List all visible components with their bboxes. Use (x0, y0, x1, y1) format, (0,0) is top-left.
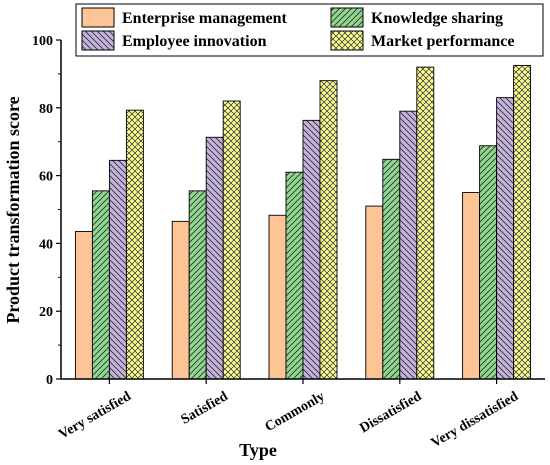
bar-market-performance-very-satisfied (125, 109, 144, 380)
legend-label: Enterprise management (122, 10, 288, 27)
x-tick-label-commonly: Commonly (263, 389, 328, 435)
bar-enterprise-management-very-satisfied (74, 231, 93, 380)
legend-label: Employee innovation (122, 33, 267, 50)
legend-item-employee-innovation: Employee innovation (81, 30, 267, 51)
y-ticks: 0 20 40 60 80 100 (32, 34, 61, 388)
bar-employee-innovation-very-dissatisfied (496, 97, 515, 380)
y-tick-label: 80 (39, 102, 53, 117)
legend-swatch (81, 7, 115, 28)
bar-employee-innovation-commonly (302, 119, 321, 380)
y-tick-label: 20 (39, 305, 53, 320)
legend-item-knowledge-sharing: Knowledge sharing (330, 7, 503, 28)
y-axis-title: Product transformation score (3, 96, 23, 323)
legend: Enterprise management Knowledge sharing Em… (75, 3, 544, 57)
bars-layer (74, 64, 532, 380)
legend-label: Market performance (371, 33, 515, 50)
legend-swatch (330, 30, 364, 51)
bar-market-performance-dissatisfied (416, 66, 435, 380)
x-tick-label-dissatisfied: Dissatisfied (357, 389, 424, 436)
legend-label: Knowledge sharing (371, 10, 503, 27)
bar-knowledge-sharing-very-dissatisfied (479, 145, 498, 380)
bar-enterprise-management-dissatisfied (365, 205, 384, 380)
x-axis-title: Type (239, 440, 277, 460)
legend-swatch (330, 7, 364, 28)
bar-market-performance-satisfied (222, 100, 241, 380)
legend-item-enterprise-management: Enterprise management (81, 7, 288, 28)
bar-employee-innovation-satisfied (205, 136, 224, 380)
bar-knowledge-sharing-commonly (285, 171, 304, 380)
bar-enterprise-management-satisfied (171, 220, 190, 380)
x-tick-label-very-satisfied: Very satisfied (56, 389, 134, 442)
bar-enterprise-management-very-dissatisfied (462, 192, 481, 380)
x-tick-label-very-dissatisfied: Very dissatisfied (429, 389, 521, 451)
y-tick-label: 40 (39, 237, 53, 252)
bar-employee-innovation-very-satisfied (108, 159, 127, 380)
bar-enterprise-management-commonly (268, 214, 287, 380)
legend-frame (75, 3, 544, 57)
legend-swatch (81, 30, 115, 51)
bar-market-performance-very-dissatisfied (513, 64, 532, 380)
y-tick-label: 100 (32, 34, 53, 49)
legend-item-market-performance: Market performance (330, 30, 515, 51)
bar-knowledge-sharing-very-satisfied (91, 190, 110, 380)
bar-employee-innovation-dissatisfied (399, 110, 418, 380)
x-tick-label-satisfied: Satisfied (179, 389, 231, 428)
x-ticks: Very satisfied Satisfied Commonly Dissatisf… (56, 379, 521, 451)
bar-knowledge-sharing-satisfied (188, 190, 207, 380)
bar-market-performance-commonly (319, 80, 338, 380)
y-tick-label: 60 (39, 170, 53, 185)
y-tick-label: 0 (46, 373, 53, 388)
bar-knowledge-sharing-dissatisfied (382, 158, 401, 380)
